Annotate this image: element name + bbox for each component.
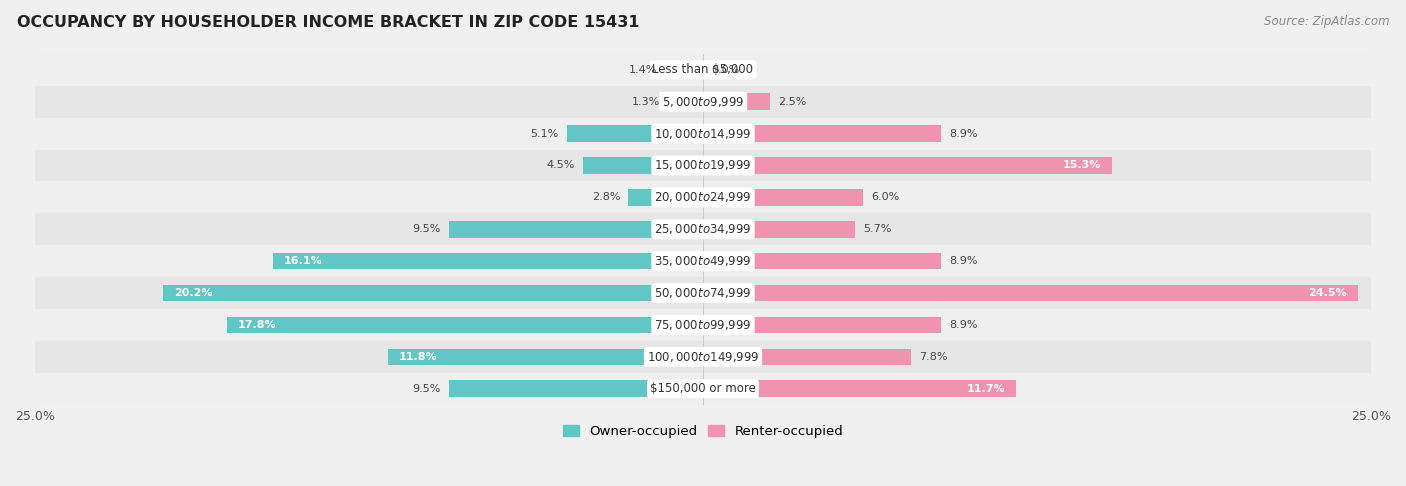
Bar	[35, 118, 1371, 150]
Legend: Owner-occupied, Renter-occupied: Owner-occupied, Renter-occupied	[558, 420, 848, 444]
Text: Source: ZipAtlas.com: Source: ZipAtlas.com	[1264, 15, 1389, 28]
Bar	[582, 157, 703, 174]
Bar	[35, 54, 1371, 86]
Text: 8.9%: 8.9%	[949, 320, 977, 330]
Bar	[35, 277, 1371, 309]
Text: $50,000 to $74,999: $50,000 to $74,999	[654, 286, 752, 300]
Text: $10,000 to $14,999: $10,000 to $14,999	[654, 126, 752, 140]
Bar	[703, 253, 941, 269]
Bar	[665, 62, 703, 78]
Text: 24.5%: 24.5%	[1309, 288, 1347, 298]
Bar	[703, 125, 941, 142]
Bar	[35, 373, 1371, 405]
Bar	[35, 150, 1371, 181]
Text: 1.4%: 1.4%	[630, 65, 658, 75]
Text: 11.7%: 11.7%	[966, 384, 1005, 394]
Bar	[35, 309, 1371, 341]
Bar	[35, 86, 1371, 118]
Bar	[35, 181, 1371, 213]
Bar	[668, 93, 703, 110]
Bar	[163, 285, 703, 301]
Text: $25,000 to $34,999: $25,000 to $34,999	[654, 222, 752, 236]
Bar	[35, 245, 1371, 277]
Bar	[388, 348, 703, 365]
Bar	[449, 381, 703, 397]
Bar	[703, 189, 863, 206]
Text: $150,000 or more: $150,000 or more	[650, 382, 756, 395]
Bar	[703, 348, 911, 365]
Text: Less than $5,000: Less than $5,000	[652, 63, 754, 76]
Text: 7.8%: 7.8%	[920, 352, 948, 362]
Text: 6.0%: 6.0%	[872, 192, 900, 202]
Text: OCCUPANCY BY HOUSEHOLDER INCOME BRACKET IN ZIP CODE 15431: OCCUPANCY BY HOUSEHOLDER INCOME BRACKET …	[17, 15, 640, 30]
Text: $35,000 to $49,999: $35,000 to $49,999	[654, 254, 752, 268]
Text: 16.1%: 16.1%	[284, 256, 322, 266]
Bar	[35, 213, 1371, 245]
Text: 4.5%: 4.5%	[547, 160, 575, 171]
Text: 9.5%: 9.5%	[413, 224, 441, 234]
Text: 8.9%: 8.9%	[949, 129, 977, 139]
Text: $5,000 to $9,999: $5,000 to $9,999	[662, 95, 744, 109]
Bar	[228, 317, 703, 333]
Bar	[703, 317, 941, 333]
Text: $20,000 to $24,999: $20,000 to $24,999	[654, 191, 752, 205]
Text: 15.3%: 15.3%	[1063, 160, 1101, 171]
Bar	[703, 157, 1112, 174]
Text: 1.3%: 1.3%	[631, 97, 661, 107]
Text: 0.0%: 0.0%	[711, 65, 740, 75]
Text: 5.1%: 5.1%	[530, 129, 558, 139]
Text: 2.5%: 2.5%	[778, 97, 806, 107]
Bar	[703, 381, 1015, 397]
Bar	[703, 221, 855, 238]
Text: 11.8%: 11.8%	[398, 352, 437, 362]
Text: $100,000 to $149,999: $100,000 to $149,999	[647, 350, 759, 364]
Bar	[567, 125, 703, 142]
Text: 5.7%: 5.7%	[863, 224, 891, 234]
Text: 17.8%: 17.8%	[238, 320, 277, 330]
Bar	[628, 189, 703, 206]
Bar	[35, 341, 1371, 373]
Text: 8.9%: 8.9%	[949, 256, 977, 266]
Bar	[449, 221, 703, 238]
Bar	[703, 285, 1358, 301]
Bar	[703, 93, 770, 110]
Bar	[273, 253, 703, 269]
Text: 2.8%: 2.8%	[592, 192, 620, 202]
Text: $15,000 to $19,999: $15,000 to $19,999	[654, 158, 752, 173]
Text: 9.5%: 9.5%	[413, 384, 441, 394]
Text: 20.2%: 20.2%	[174, 288, 212, 298]
Text: $75,000 to $99,999: $75,000 to $99,999	[654, 318, 752, 332]
